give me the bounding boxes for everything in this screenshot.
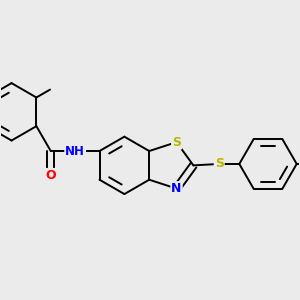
Text: O: O — [45, 169, 56, 182]
Text: NH: NH — [65, 145, 85, 158]
Text: S: S — [215, 158, 224, 170]
Text: S: S — [172, 136, 181, 149]
Text: N: N — [171, 182, 182, 195]
